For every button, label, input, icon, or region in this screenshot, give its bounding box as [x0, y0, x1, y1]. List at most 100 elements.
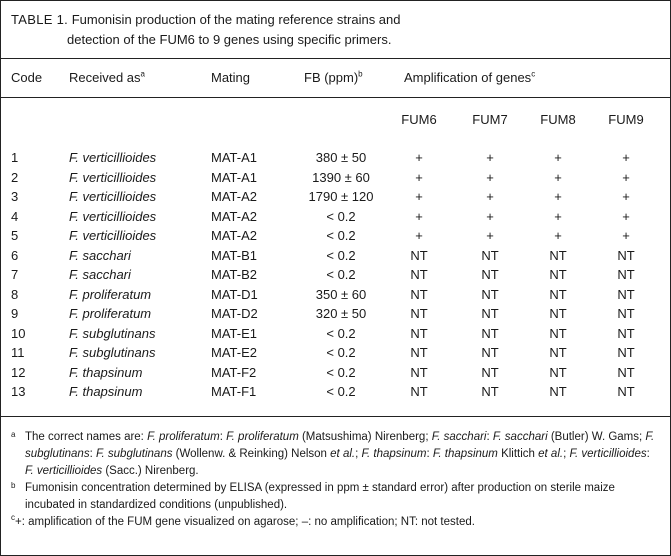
cell-received-as: F. sacchari: [69, 267, 131, 282]
cell-fb: < 0.2: [326, 364, 356, 380]
cell-fum7: +: [486, 228, 494, 243]
cell-fum8: +: [554, 150, 562, 165]
cell-mating: MAT-E1: [211, 325, 257, 341]
footnote-a-mark: a: [11, 430, 16, 439]
header-fb: FB (ppm)b: [304, 70, 363, 86]
cell-fum8: NT: [549, 345, 567, 360]
cell-fum8: NT: [549, 247, 567, 263]
cell-fb: < 0.2: [326, 267, 356, 282]
cell-fum8: +: [554, 189, 562, 204]
cell-fum6: NT: [410, 325, 428, 341]
cell-code: 12: [11, 364, 26, 380]
caption-line-2: detection of the FUM6 to 9 genes using s…: [67, 32, 392, 47]
cell-fum8: NT: [549, 267, 567, 282]
cell-mating: MAT-E2: [211, 345, 257, 360]
cell-fb: 1390 ± 60: [312, 169, 370, 185]
cell-code: 13: [11, 384, 26, 399]
cell-fum6: NT: [410, 345, 428, 360]
cell-fum9: NT: [617, 267, 635, 282]
cell-fum8: +: [554, 208, 562, 224]
footnote-a-part: (Wollenw. & Reinking) Nelson: [172, 448, 331, 460]
footnote-a-part: ;: [563, 448, 570, 460]
cell-code: 10: [11, 325, 26, 341]
footnote-a-part: F. thapsinum: [361, 448, 427, 460]
footnote-a-part: F. subglutinans: [95, 448, 173, 460]
footnote-a-part: F. proliferatum: [147, 431, 220, 443]
cell-fum9: NT: [617, 384, 635, 399]
header-amplification-text: Amplification of genes: [404, 70, 532, 85]
cell-mating: MAT-A1: [211, 150, 257, 165]
table-footnotes: a The correct names are: F. proliferatum…: [11, 429, 661, 531]
cell-fum7: NT: [481, 247, 499, 263]
cell-fum9: NT: [617, 364, 635, 380]
header-mating: Mating: [211, 70, 251, 85]
footnote-a-part: :: [89, 448, 96, 460]
cell-fum8: NT: [549, 286, 567, 302]
header-fum9: FUM9: [608, 112, 644, 127]
cell-fum8: NT: [549, 325, 567, 341]
cell-received-as: F. verticillioides: [69, 228, 157, 243]
cell-fum7: NT: [481, 267, 499, 282]
cell-code: 9: [11, 306, 19, 321]
cell-fum6: NT: [410, 286, 428, 302]
cell-fum7: NT: [481, 286, 499, 302]
footnote-a-part: F. sacchari: [431, 431, 487, 443]
cell-fum9: NT: [617, 345, 635, 360]
cell-fum7: NT: [481, 364, 499, 380]
cell-mating: MAT-F1: [211, 384, 257, 399]
cell-code: 3: [11, 189, 19, 204]
cell-received-as: F. proliferatum: [69, 306, 152, 321]
cell-fb: < 0.2: [326, 345, 356, 360]
cell-mating: MAT-B1: [211, 247, 257, 263]
cell-received-as: F. subglutinans: [69, 345, 156, 360]
footnote-mark-c: c: [531, 69, 536, 79]
cell-fb: 380 ± 50: [315, 150, 367, 165]
cell-received-as: F. thapsinum: [69, 364, 143, 380]
header-fum8: FUM8: [540, 112, 576, 127]
cell-code: 7: [11, 267, 19, 282]
cell-fum8: NT: [549, 306, 567, 321]
footnote-a-part: F. verticillioides: [569, 448, 647, 460]
cell-received-as: F. verticillioides: [69, 169, 157, 185]
cell-received-as: F. verticillioides: [69, 150, 157, 165]
footnote-a-part: :: [486, 431, 493, 443]
header-fb-text: FB (ppm): [304, 70, 359, 85]
cell-fum8: NT: [549, 364, 567, 380]
cell-fum7: NT: [481, 306, 499, 321]
footnote-a-part: Klittich: [497, 448, 539, 460]
cell-fb: < 0.2: [326, 247, 356, 263]
cell-fum9: +: [622, 150, 630, 165]
footnote-b-text: Fumonisin concentration determined by EL…: [25, 482, 615, 511]
caption-line-1: Fumonisin production of the mating refer…: [71, 12, 401, 27]
footnote-a-part: ;: [355, 448, 362, 460]
footnote-c-mark: c: [11, 513, 15, 523]
footnote-a-part: :: [219, 431, 227, 443]
header-received-as-text: Received as: [69, 70, 141, 85]
footnote-mark-b: b: [358, 69, 363, 79]
cell-mating: MAT-F2: [211, 364, 257, 380]
header-received-as: Received asa: [69, 70, 145, 86]
cell-mating: MAT-D2: [211, 306, 258, 321]
cell-fum8: +: [554, 228, 562, 243]
header-fum7: FUM7: [472, 112, 508, 127]
cell-fb: 1790 ± 120: [308, 189, 374, 204]
footnote-a-part: F. verticillioides: [25, 465, 103, 477]
cell-fum8: NT: [549, 384, 567, 399]
cell-fum9: +: [622, 169, 630, 185]
cell-fum7: +: [486, 169, 494, 185]
footnote-c-text: +: amplification of the FUM gene visuali…: [15, 516, 475, 528]
cell-fum7: NT: [481, 384, 499, 399]
cell-fum6: NT: [410, 364, 428, 380]
cell-fum9: NT: [617, 306, 635, 321]
cell-code: 11: [11, 345, 25, 360]
footnote-a-part: :: [646, 448, 650, 460]
footnote-c: c+: amplification of the FUM gene visual…: [11, 514, 661, 531]
cell-fum9: +: [622, 208, 630, 224]
footnote-a-part: F. sacchari: [492, 431, 548, 443]
cell-received-as: F. sacchari: [69, 247, 131, 263]
header-rule: [1, 97, 670, 98]
cell-fum6: NT: [410, 247, 428, 263]
cell-code: 2: [11, 169, 19, 185]
footnote-a-part: The correct names are:: [25, 431, 148, 443]
cell-fum6: +: [415, 189, 423, 204]
